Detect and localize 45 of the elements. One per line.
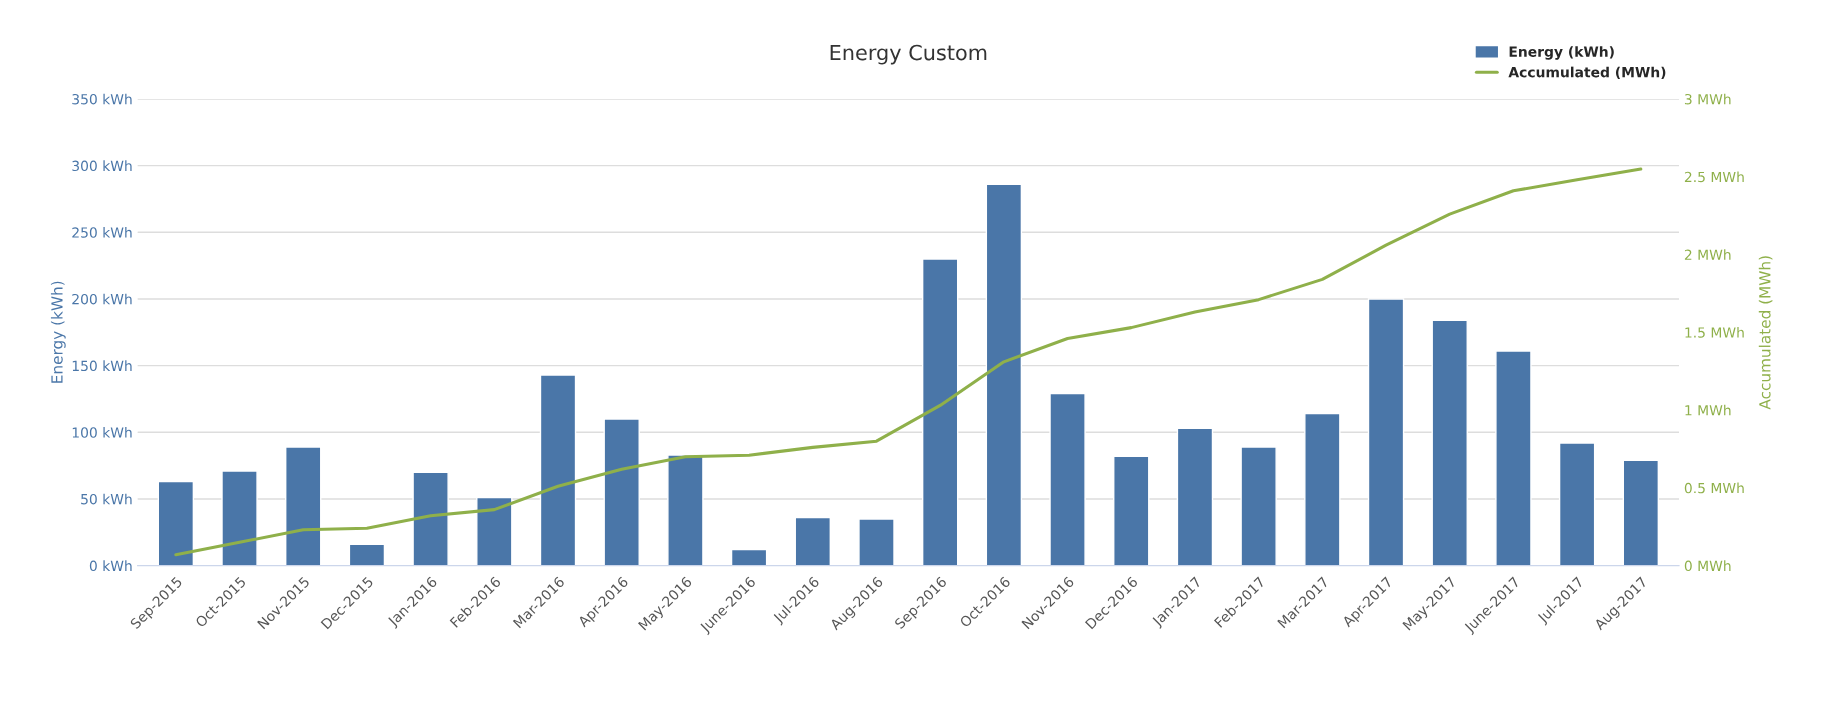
bar <box>539 374 577 566</box>
bar <box>667 454 704 566</box>
bar <box>285 446 322 566</box>
y-tick-label: 200 kWh <box>72 293 132 305</box>
bar <box>603 418 640 566</box>
bar <box>221 470 258 566</box>
y-tick-label: 250 kWh <box>72 227 132 238</box>
y-tick-label: 100 kWh <box>72 427 132 438</box>
y2-tick-label: 3 MWh <box>1684 93 1731 105</box>
y-tick-label: 300 kWh <box>72 160 132 172</box>
y-tick-label: 350 kWh <box>72 93 132 105</box>
bar <box>858 518 895 566</box>
chart-title: Energy Custom <box>830 44 987 65</box>
y2-tick-label: 2 MWh <box>1684 249 1731 260</box>
y2-tick-label: 0 MWh <box>1684 560 1731 572</box>
bar <box>1558 442 1596 566</box>
bar <box>1240 446 1277 566</box>
bar <box>1431 319 1468 566</box>
bar <box>476 496 513 566</box>
bar <box>921 258 959 566</box>
bar <box>730 548 768 566</box>
bar <box>1113 455 1150 566</box>
bar <box>1622 459 1660 566</box>
y-tick-label: 0 kWh <box>89 560 132 572</box>
y2-tick-label: 1 MWh <box>1685 404 1731 416</box>
bar <box>1049 392 1086 566</box>
y2-tick-label: 1.5 MWh <box>1685 327 1744 338</box>
bar <box>348 543 386 566</box>
bar <box>412 471 449 566</box>
bar <box>1367 298 1405 566</box>
bar <box>985 183 1023 566</box>
y2-axis-title: Accumulated (MWh) <box>1758 256 1773 410</box>
y-tick-label: 150 kWh <box>72 360 132 372</box>
y2-tick-label: 0.5 MWh <box>1684 482 1744 494</box>
y2-tick-label: 2.5 MWh <box>1684 171 1744 183</box>
bar <box>794 516 831 566</box>
legend-label: Energy (kWh) <box>1509 46 1614 60</box>
bar <box>1495 350 1532 566</box>
line-series <box>174 167 1643 557</box>
legend-label: Accumulated (MWh) <box>1508 66 1666 80</box>
y-axis-title: Energy (kWh) <box>50 281 66 383</box>
bar <box>157 480 195 566</box>
bar <box>1304 412 1341 566</box>
y-tick-label: 50 kWh <box>81 493 132 505</box>
bar <box>1176 427 1214 566</box>
